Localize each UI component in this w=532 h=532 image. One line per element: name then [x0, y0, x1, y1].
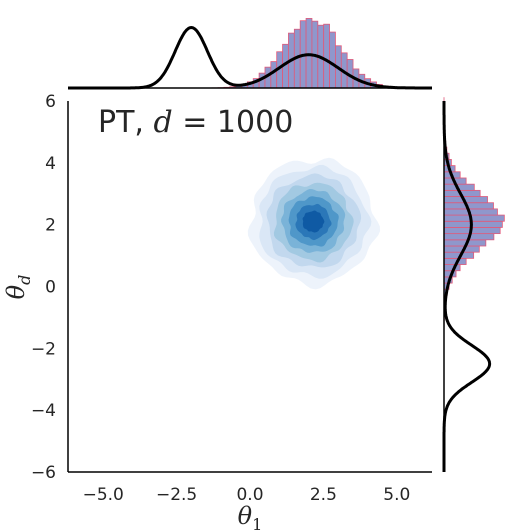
y-tick-labels: −6 −4 −2 0 2 4 6: [31, 92, 56, 483]
x-tick-label: 5.0: [383, 485, 410, 505]
y-tick-label: −6: [31, 463, 56, 483]
right-marginal-histogram: [443, 97, 505, 346]
right-marginal-reference-density: [442, 101, 492, 472]
top-marginal-histogram: [194, 18, 430, 89]
y-tick-label: 2: [45, 216, 56, 236]
top-histogram-bar: [323, 23, 330, 89]
right-marginal-plot: [442, 97, 505, 472]
right-histogram-bar: [443, 214, 505, 222]
y-tick-label: −2: [31, 339, 56, 359]
top-histogram-bar: [329, 31, 336, 89]
annotation-label: PT, d = 1000: [98, 105, 293, 140]
kde-contour-level-8: [302, 210, 325, 233]
joint-kde-contours: [247, 157, 381, 290]
joint-plot-axes: −5.0 −2.5 0.0 2.5 5.0 −6 −4 −2 0 2 4 6: [31, 92, 432, 505]
x-tick-label: −2.5: [156, 485, 197, 505]
y-tick-label: 6: [45, 92, 56, 112]
y-tick-label: 0: [45, 278, 56, 298]
top-histogram-bar: [305, 18, 313, 89]
right-histogram-bar: [443, 220, 503, 228]
y-axis-label: θd: [2, 275, 34, 300]
top-marginal-reference-density: [68, 25, 432, 90]
top-histogram-bar: [270, 61, 278, 89]
x-tick-label: −5.0: [83, 485, 124, 505]
x-tick-labels: −5.0 −2.5 0.0 2.5 5.0: [83, 485, 411, 505]
x-tick-label: 0.0: [236, 485, 263, 505]
top-marginal-plot: [68, 18, 432, 90]
x-tick-label: 2.5: [310, 485, 337, 505]
y-tick-label: −4: [31, 401, 56, 421]
x-axis-label: θ1: [238, 502, 263, 532]
y-tick-label: 4: [45, 154, 56, 174]
